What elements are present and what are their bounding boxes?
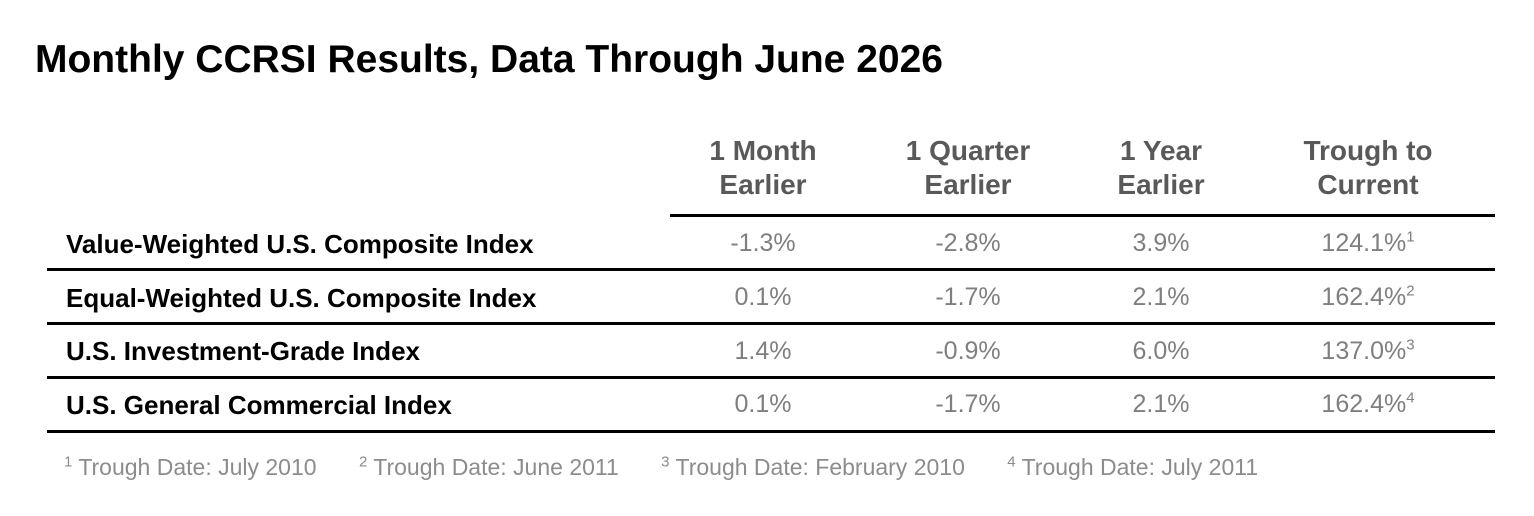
- cell-value: 0.1%: [734, 390, 792, 418]
- column-header-1-month: 1 Month Earlier: [709, 134, 816, 202]
- column-header-line: Earlier: [719, 169, 807, 200]
- footnote-marker: 2: [1406, 282, 1415, 300]
- cell-value: 2.1%: [1132, 390, 1190, 418]
- column-header-line: 1 Year: [1119, 135, 1203, 166]
- cell-value: -1.7%: [935, 390, 1001, 418]
- table-bottom-rule: [47, 430, 1495, 433]
- cell-value: -0.9%: [935, 337, 1001, 365]
- footnotes: 1 Trough Date: July 2010 2 Trough Date: …: [64, 452, 1294, 482]
- row-label-investment-grade: U.S. Investment-Grade Index: [66, 336, 420, 366]
- row-divider: [47, 376, 1495, 379]
- cell-value: 3.9%: [1132, 229, 1190, 257]
- column-header-line: 1 Month: [709, 135, 817, 166]
- footnote-mark: 2: [358, 453, 368, 471]
- row-label-general-commercial: U.S. General Commercial Index: [66, 390, 452, 420]
- column-header-line: Trough to: [1303, 135, 1433, 166]
- footnote-mark: 1: [64, 453, 73, 471]
- footnote-text: Trough Date: July 2010: [78, 454, 317, 480]
- footnote-mark: 3: [661, 453, 670, 471]
- column-header-1-year: 1 Year Earlier: [1117, 134, 1204, 202]
- footnote-mark: 4: [1007, 453, 1016, 471]
- column-header-line: Earlier: [1117, 169, 1205, 200]
- row-divider: [47, 268, 1495, 271]
- footnote: 2 Trough Date: June 2011: [359, 452, 619, 482]
- cell-value: 2.1%: [1132, 283, 1190, 311]
- column-header-line: Current: [1317, 169, 1419, 200]
- footnote: 4 Trough Date: July 2011: [1007, 452, 1258, 482]
- column-header-1-quarter: 1 Quarter Earlier: [906, 134, 1031, 202]
- row-label-equal-weighted: Equal-Weighted U.S. Composite Index: [66, 283, 537, 313]
- page-title: Monthly CCRSI Results, Data Through June…: [35, 38, 943, 81]
- footnote: 3 Trough Date: February 2010: [661, 452, 965, 482]
- footnote: 1 Trough Date: July 2010: [64, 452, 317, 482]
- cell-value: -2.8%: [935, 229, 1001, 257]
- header-divider: [670, 214, 1495, 217]
- cell-value: 137.0%: [1321, 337, 1407, 365]
- column-header-trough: Trough to Current: [1303, 134, 1432, 202]
- column-header-line: Earlier: [924, 169, 1012, 200]
- row-label-value-weighted: Value-Weighted U.S. Composite Index: [66, 229, 534, 259]
- cell-value: 162.4%: [1321, 283, 1407, 311]
- cell-value-trough: 162.4%2: [1321, 280, 1414, 314]
- footnote-text: Trough Date: February 2010: [675, 454, 965, 480]
- cell-value-trough: 124.1%1: [1321, 226, 1414, 260]
- cell-value: 162.4%: [1321, 390, 1407, 418]
- footnote-marker: 4: [1406, 389, 1415, 407]
- cell-value: 124.1%: [1321, 229, 1407, 257]
- cell-value: -1.7%: [935, 283, 1001, 311]
- footnote-marker: 1: [1406, 228, 1415, 246]
- footnote-text: Trough Date: July 2011: [1021, 454, 1259, 480]
- column-header-line: 1 Quarter: [905, 135, 1031, 166]
- cell-value-trough: 162.4%4: [1321, 387, 1414, 421]
- cell-value: -1.3%: [730, 229, 796, 257]
- row-divider: [47, 322, 1495, 325]
- footnote-text: Trough Date: June 2011: [373, 454, 619, 480]
- cell-value-trough: 137.0%3: [1321, 334, 1414, 368]
- cell-value: 6.0%: [1132, 337, 1190, 365]
- cell-value: 0.1%: [734, 283, 792, 311]
- cell-value: 1.4%: [734, 337, 792, 365]
- footnote-marker: 3: [1406, 336, 1415, 354]
